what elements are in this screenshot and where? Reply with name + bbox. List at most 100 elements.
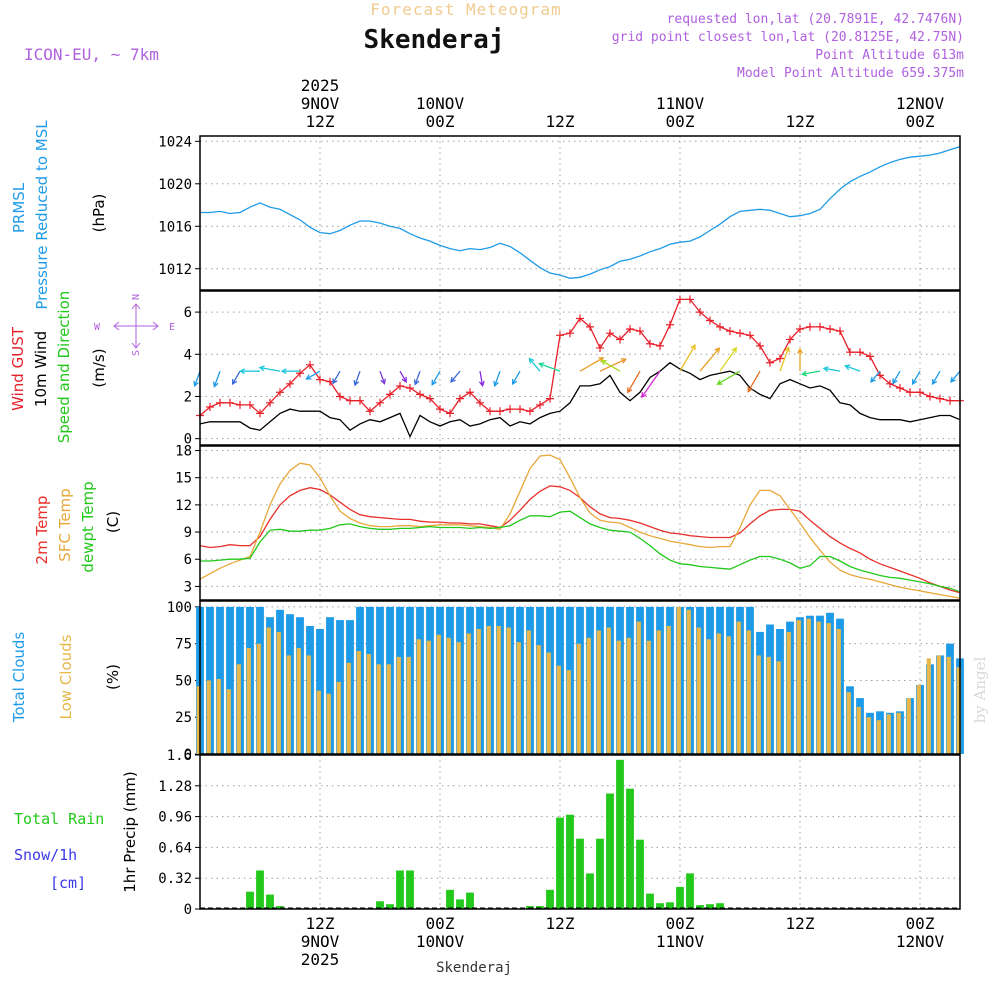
clouds-bar-low-clouds [886,714,891,754]
wind-direction-arrow [280,368,300,375]
clouds-unit: (%) [104,664,122,690]
wind-gust-marker [656,341,664,350]
wind-label-10m: 10m Wind [32,331,50,407]
wind-gust-marker [516,405,524,414]
wind-gust-marker [256,409,264,418]
clouds-bar-low-clouds [606,627,611,754]
clouds-bar-total-clouds [226,606,234,754]
precip-bar-total-rain [646,893,654,909]
clouds-bar-low-clouds [516,642,521,754]
wind-direction-arrow [528,357,541,372]
precip-bar-total-rain [546,889,554,910]
clouds-bar-low-clouds [336,681,341,754]
time-axis-label: 12NOV [896,94,945,113]
precip-ytick-label: 0.96 [158,810,192,826]
time-axis-label: 00Z [906,914,935,933]
time-axis-label: 00Z [666,112,695,131]
wind-gust-marker [416,390,424,399]
precip-bar-total-rain [616,759,624,909]
precip-label-rain: Total Rain [14,810,104,828]
clouds-bar-low-clouds [406,656,411,754]
clouds-bar-low-clouds [946,656,951,754]
temperature-ytick-label: 9 [184,525,192,541]
precip-bar-total-rain [456,899,464,909]
wind-direction-arrow [450,370,461,383]
clouds-bar-low-clouds [576,643,581,754]
time-axis-label: 11NOV [656,932,705,951]
wind-gust-marker [926,392,934,401]
clouds-label-total: Total Clouds [10,632,28,724]
wind-gust-marker [576,314,584,323]
pressure-label-msl: Pressure Reduced to MSL [33,120,51,310]
time-axis-label: 9NOV [301,94,340,113]
clouds-bar-low-clouds [926,658,931,754]
wind-direction-arrow [511,370,521,386]
wind-direction-arrow [305,370,321,380]
clouds-panel-labels: Total Clouds Low Clouds (%) [10,632,122,724]
clouds-bar-low-clouds [486,626,491,754]
clouds-bar-low-clouds [536,645,541,754]
wind-direction-arrow [931,370,941,386]
wind-gust-marker [616,335,624,344]
clouds-bar-low-clouds [706,639,711,755]
clouds-bar-low-clouds [746,630,751,754]
wind-direction-arrow [413,370,421,386]
wind-gust-marker [706,316,714,325]
wind-gust-marker [246,400,254,409]
precip-bar-total-rain [466,892,474,909]
wind-gust-marker [446,409,454,418]
wind-gust-marker [536,400,544,409]
clouds-bar-low-clouds [856,706,861,754]
wind-direction-arrow [911,370,921,386]
wind-direction-arrow [800,370,821,377]
clouds-bar-low-clouds [396,656,401,754]
clouds-bar-low-clouds [806,618,811,754]
wind-gust-marker [276,388,284,397]
clouds-frame [199,600,961,755]
clouds-bar-low-clouds [816,621,821,754]
temp-label-sfc: SFC Temp [56,488,74,561]
wind-direction-arrow [679,344,696,372]
location-title: Skenderaj [364,25,505,55]
clouds-bar-low-clouds [466,633,471,754]
clouds-bar-low-clouds [686,609,691,754]
temperature-series-dewpt-temp [200,510,961,593]
wind-gust-marker [396,381,404,390]
time-axis-label: 11NOV [656,94,705,113]
pressure-ytick-label: 1024 [158,134,192,150]
clouds-bar-low-clouds [636,621,641,754]
time-axis-label: 12Z [786,112,815,131]
wind-gust-marker [686,295,694,304]
wind-direction-arrow [332,370,341,385]
clouds-bar-low-clouds [896,712,901,754]
wind-direction-arrow [870,370,881,383]
wind-direction-arrow [719,346,738,372]
wind-gust-marker [216,398,224,407]
clouds-bar-low-clouds [906,698,911,754]
precip-label-snow: Snow/1h [14,846,77,864]
time-axis-label: 10NOV [416,932,465,951]
wind-gust-marker [946,396,954,405]
temperature-series-2m-temp [199,485,961,594]
wind-gust-marker [896,384,904,393]
temperature-ytick-label: 6 [184,552,192,568]
precip-bar-total-rain [716,903,724,909]
precip-bar-total-rain [676,886,684,909]
pressure-label-prmsl: PRMSL [10,182,28,233]
temperature-ytick-label: 3 [184,579,192,595]
wind-direction-arrow [699,347,721,372]
wind-direction-arrow [258,365,281,372]
wind-gust-marker [876,371,884,380]
precip-bar-total-rain [636,839,644,909]
temp-unit: (C) [104,511,122,533]
wind-gust-marker [476,398,484,407]
time-axis-label: 00Z [906,112,935,131]
wind-direction-arrow [950,370,961,383]
precip-bar-total-rain [246,891,254,909]
pressure-series-prmsl [200,145,961,279]
clouds-bar-low-clouds [416,639,421,755]
wind-gust-marker [356,396,364,405]
temperature-ytick-label: 15 [175,471,192,487]
